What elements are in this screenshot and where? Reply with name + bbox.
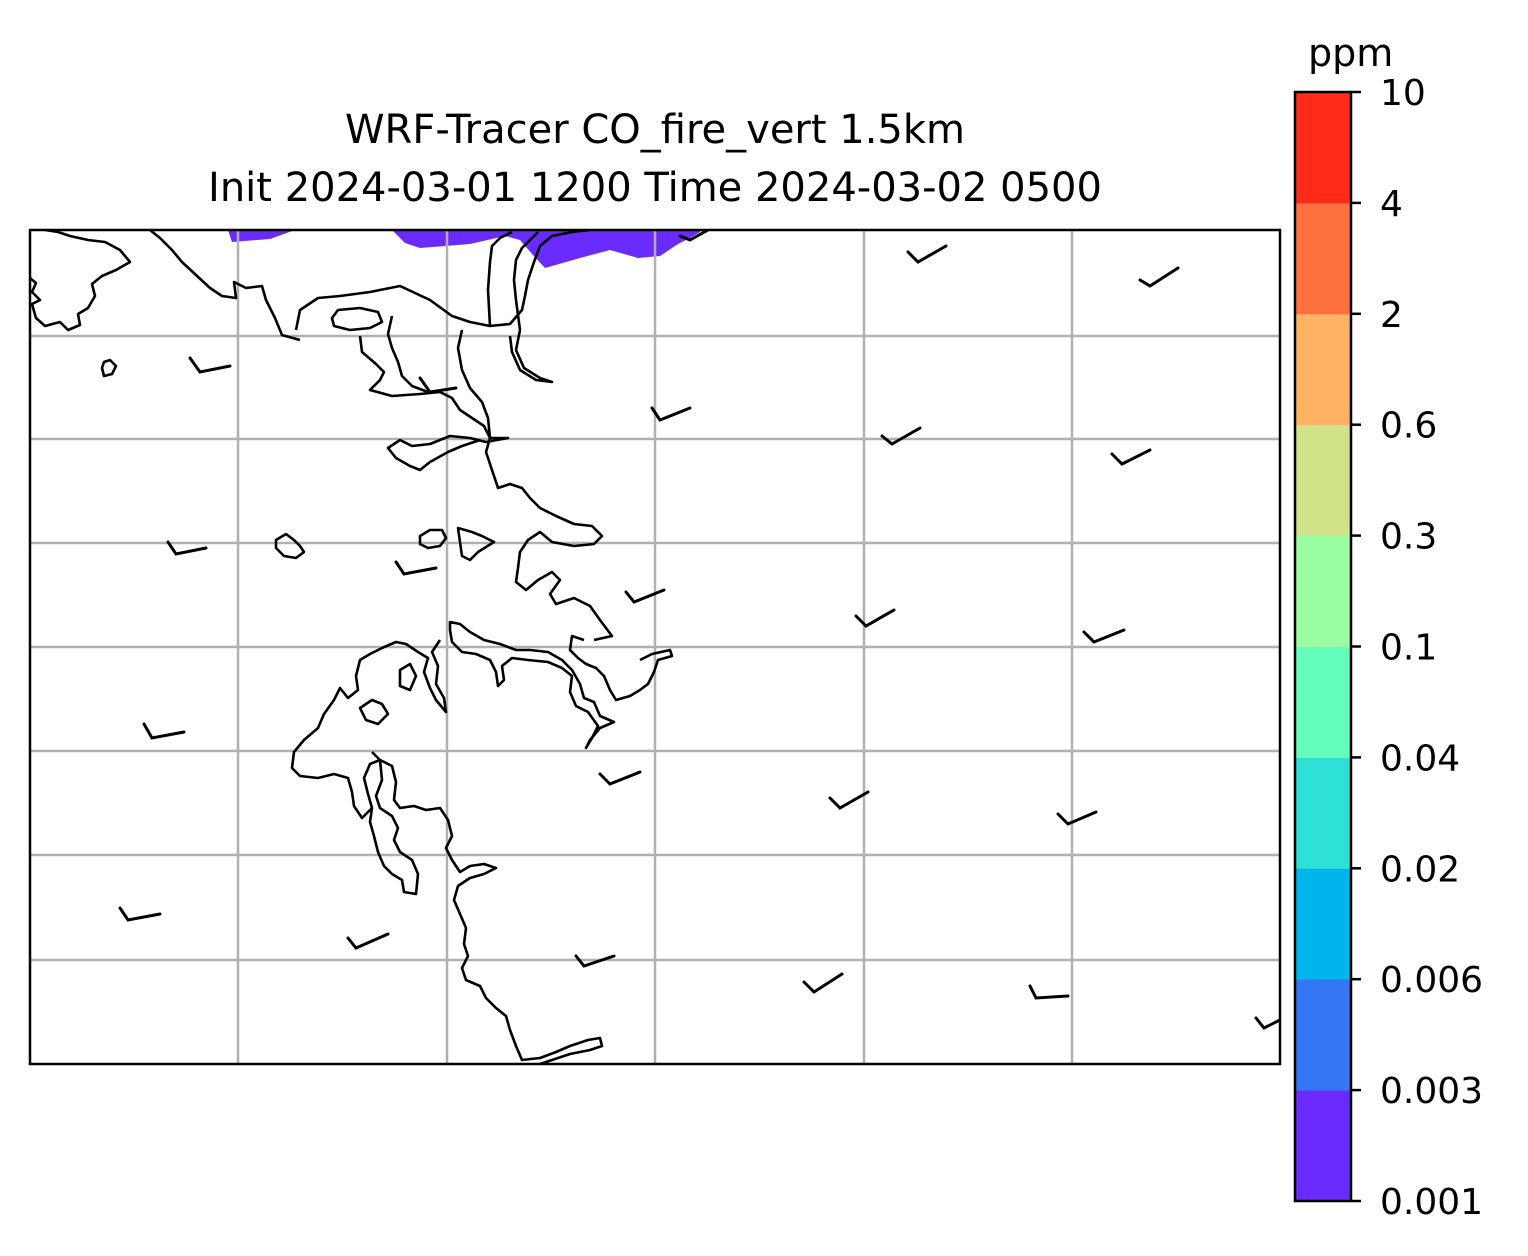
wind-barb	[854, 608, 896, 628]
colorbar-segment	[1295, 757, 1351, 869]
wind-barb	[1056, 810, 1098, 826]
colorbar-tick-label: 0.001	[1380, 1182, 1483, 1223]
colorbar-segment	[1295, 868, 1351, 980]
wind-barb	[880, 426, 922, 446]
coastline-river-west-bank	[486, 230, 513, 327]
gridlines	[30, 230, 1280, 1064]
coastline-inner-island-b	[398, 662, 418, 692]
wind-barb	[598, 770, 642, 786]
wind-barbs	[118, 230, 1280, 1030]
coastline-island-4	[456, 526, 496, 562]
coastline-west-inlet	[386, 315, 429, 394]
wind-barb	[624, 588, 666, 604]
wind-barb	[906, 244, 948, 264]
wind-barb	[118, 906, 162, 922]
wind-barb	[394, 560, 438, 576]
coastline-west-lobe	[290, 639, 604, 1064]
colorbar-segment	[1295, 202, 1351, 315]
colorbar-tick-label: 0.006	[1380, 960, 1483, 1001]
wind-barb	[418, 376, 458, 394]
wind-barb	[346, 932, 390, 950]
map-frame	[28, 228, 1282, 1066]
colorbar-segment	[1295, 535, 1351, 647]
colorbar-segment	[1295, 92, 1351, 204]
coastline-northwest-shore	[30, 230, 132, 332]
wind-barb	[166, 540, 208, 556]
coastline-river-east-bank	[512, 231, 539, 301]
coastline-island-3	[418, 528, 448, 550]
colorbar-tick-label: 0.003	[1380, 1071, 1483, 1112]
coastline-inner-island-a	[358, 698, 390, 726]
coastline-channel	[368, 751, 420, 896]
colorbar-tick-label: 0.04	[1380, 738, 1460, 779]
colorbar-tick-label: 10	[1380, 73, 1426, 114]
coastline-small-island-north	[330, 306, 384, 332]
colorbar-segment	[1295, 313, 1351, 426]
coastline-peninsula-tip	[568, 634, 674, 702]
colorbar-tick-label: 0.6	[1380, 406, 1437, 447]
colorbar-tick-label: 2	[1380, 295, 1403, 336]
colorbar-tick-label: 0.1	[1380, 628, 1437, 669]
colorbar-tick-label: 4	[1380, 184, 1403, 225]
colorbar-segments	[1295, 92, 1351, 1202]
wind-barb	[1082, 628, 1126, 644]
coastline-island-2	[274, 532, 306, 560]
wind-barb	[802, 972, 844, 994]
wind-barb	[650, 406, 692, 422]
colorbar-ticks: 0.001 0.003 0.006 0.02 0.04 0.1 0.3 0.6 2 4 10	[1351, 73, 1483, 1223]
wind-barb	[1138, 266, 1180, 288]
coastline-peninsula-center	[448, 620, 616, 750]
wind-barb	[1028, 984, 1070, 1000]
coastline-north-headland	[149, 230, 301, 342]
colorbar-segment	[1295, 979, 1351, 1091]
colorbar-unit-label: ppm	[1308, 31, 1393, 75]
wind-barb	[678, 230, 710, 242]
wind-barb	[142, 722, 186, 740]
colorbar-tick-label: 0.02	[1380, 849, 1460, 890]
tracer-plume-top-center	[392, 230, 700, 268]
wind-barb	[1110, 448, 1152, 466]
wind-barb	[188, 356, 232, 374]
map-title-line2: Init 2024-03-01 1200 Time 2024-03-02 050…	[208, 165, 1102, 211]
tracer-plume-top-left	[228, 230, 295, 242]
wind-barb	[574, 954, 616, 968]
colorbar-segment	[1295, 1090, 1351, 1202]
colorbar-tick-label: 0.3	[1380, 517, 1437, 558]
coastline-estuary	[358, 335, 614, 642]
map-plot-area	[30, 230, 1280, 1064]
colorbar: 0.001 0.003 0.006 0.02 0.04 0.1 0.3 0.6 2 4 10 ppm	[1293, 31, 1483, 1223]
colorbar-segment	[1295, 424, 1351, 537]
wind-barb	[828, 790, 870, 810]
coastline-inlet-east	[386, 329, 510, 472]
colorbar-segment	[1295, 646, 1351, 758]
coastline-island-1	[100, 358, 118, 378]
wind-barb	[1254, 1016, 1280, 1030]
coastline-river-mouth	[508, 299, 554, 384]
map-title-line1: WRF-Tracer CO_fire_vert 1.5km	[344, 107, 966, 153]
coastlines	[30, 230, 674, 1064]
